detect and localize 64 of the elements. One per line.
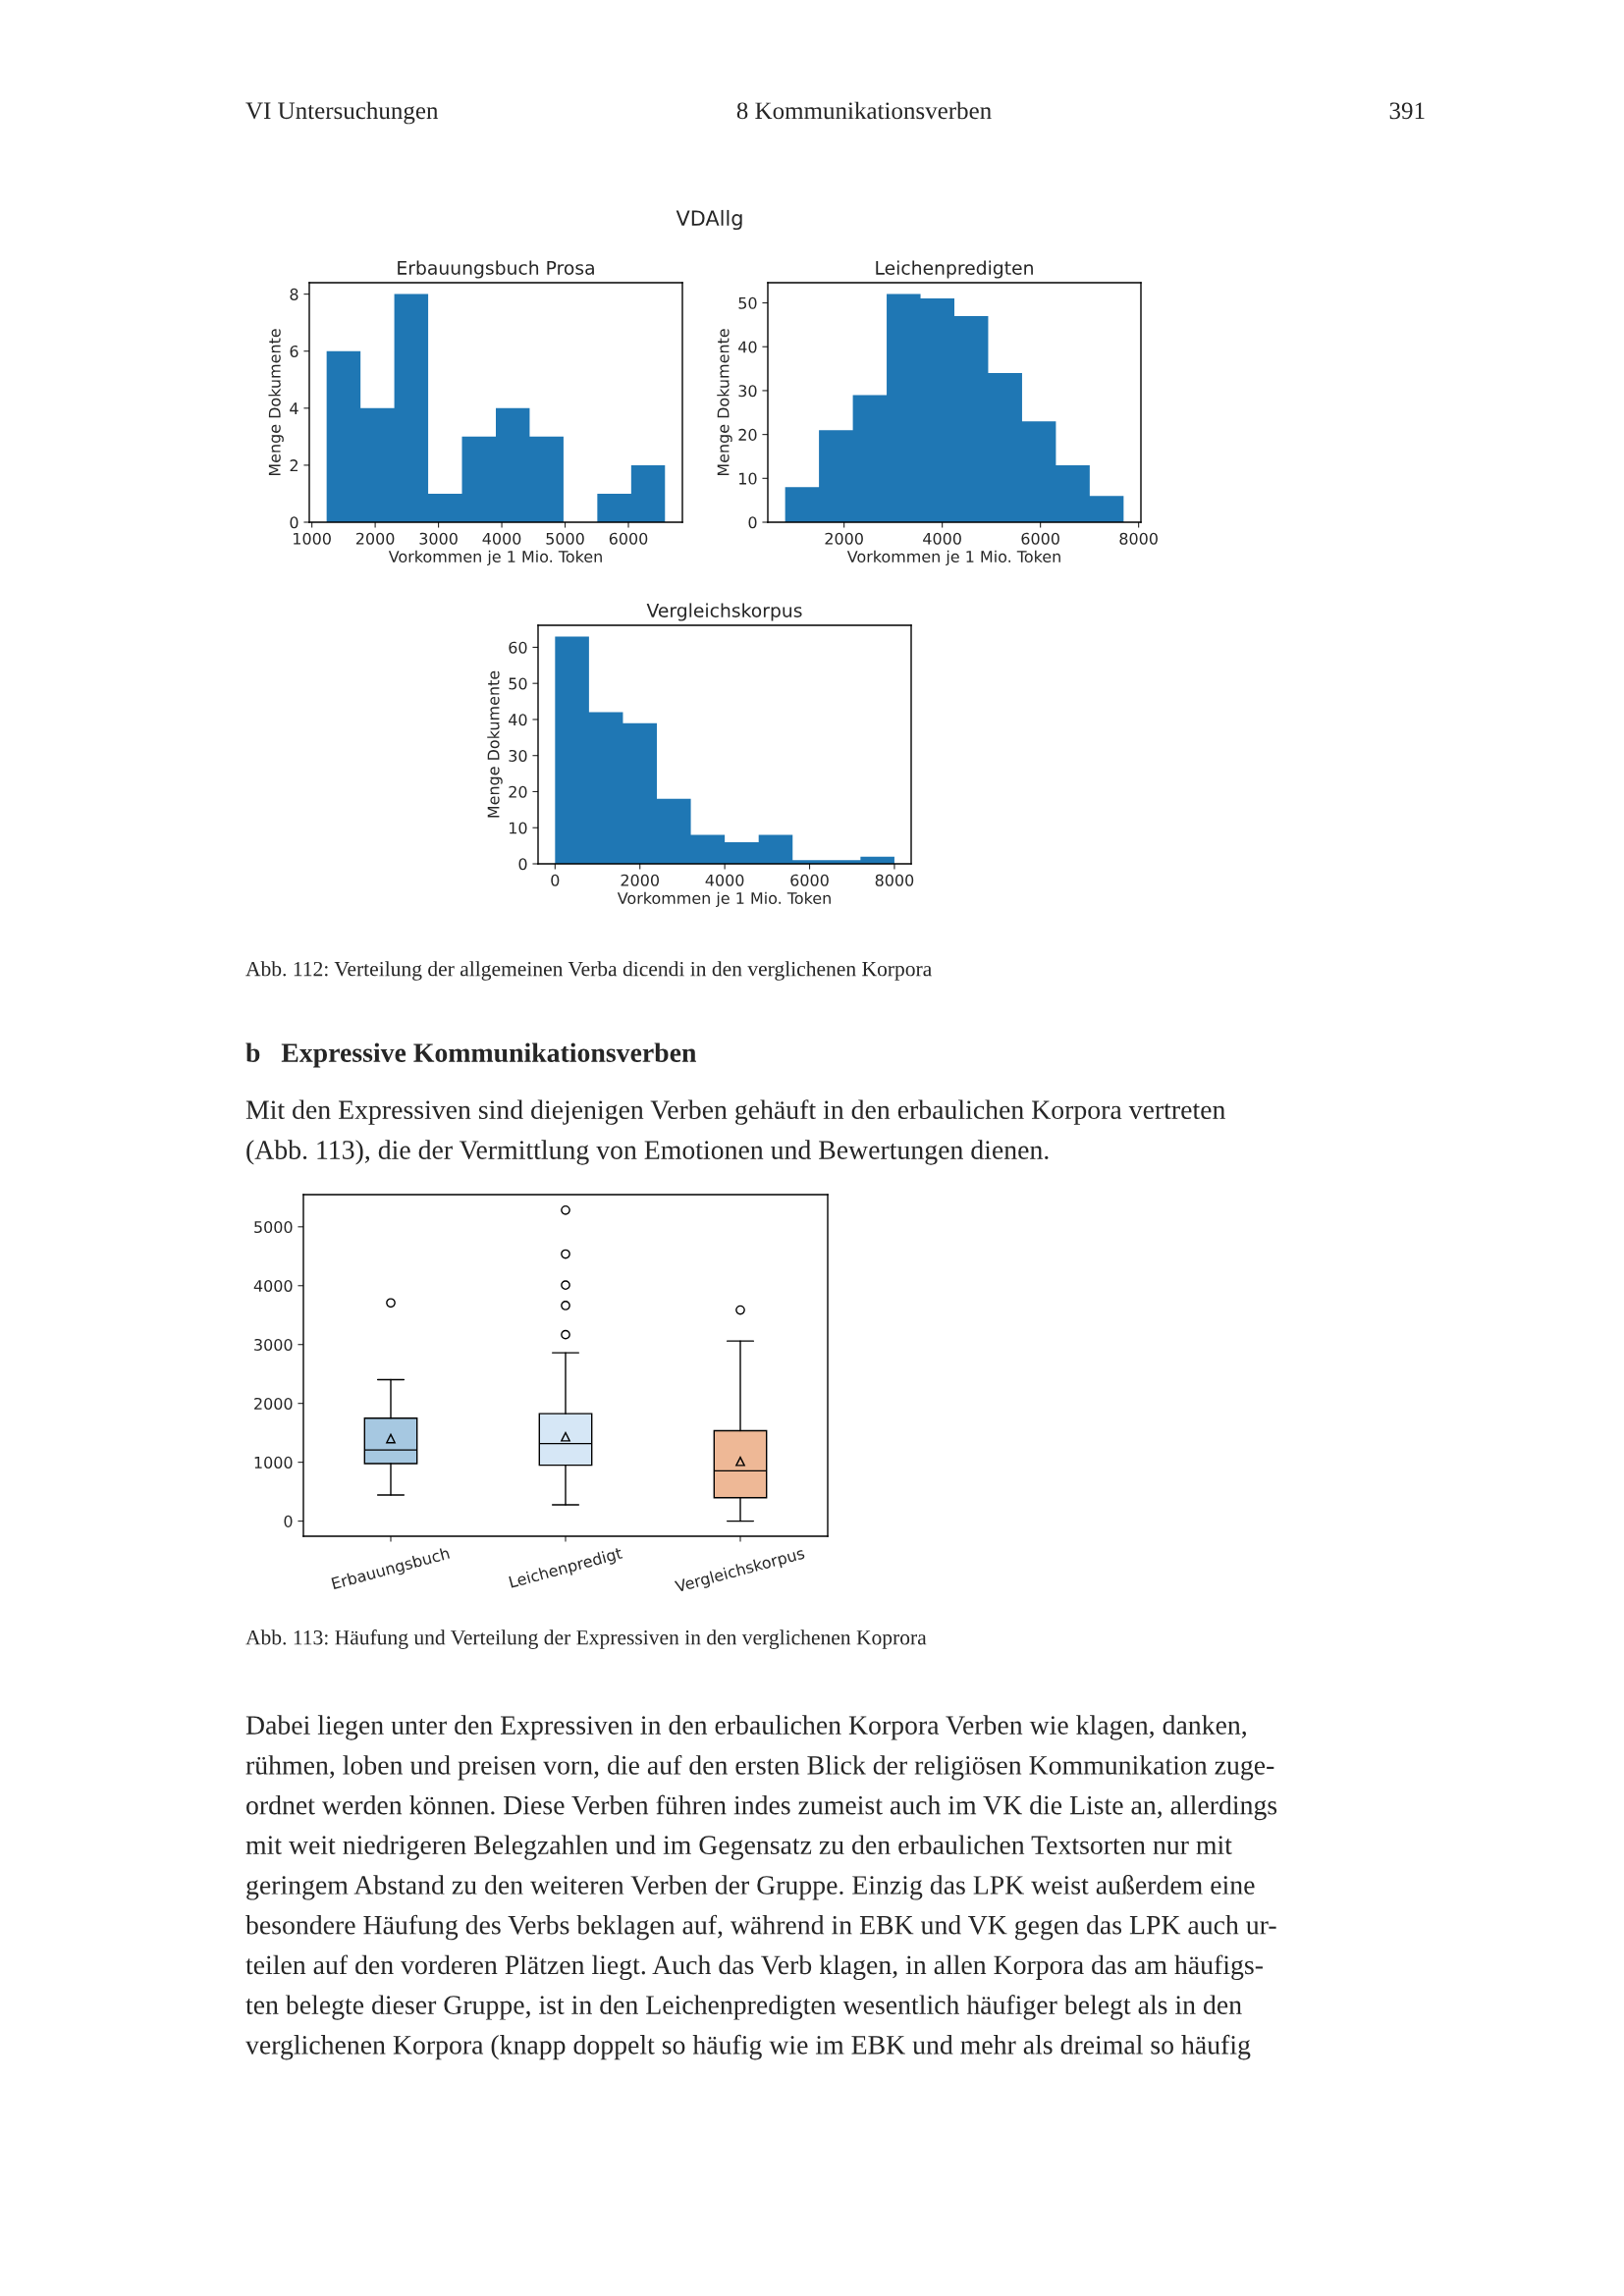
- y-tick-label: 4: [290, 402, 298, 414]
- caption: Abb. 113: Häufung und Verteilung der Expressiven in den verglichenen Koprora: [245, 1629, 927, 1649]
- text: ten belegte dieser Gruppe, ist in den Leichenpredigten wesentlich häufiger belegt als in den: [245, 1995, 1242, 2020]
- x-axis-title: Vorkommen je 1 Mio. Token: [617, 891, 831, 908]
- y-tick-label: 6: [290, 345, 298, 358]
- text: rühmen, loben und preisen vorn, die auf den ersten Blick der religiösen Kommunikation zuge-: [245, 1754, 1274, 1781]
- y-axis-title: Menge Dokumente: [717, 329, 732, 476]
- y-tick-label: 3000: [254, 1338, 293, 1352]
- x-axis-title: Vorkommen je 1 Mio. Token: [846, 550, 1060, 566]
- x-tick-label: 3000: [419, 532, 458, 545]
- x-tick-label: 5000: [546, 532, 584, 545]
- y-tick-label: 8: [290, 288, 298, 300]
- y-tick-label: 0: [518, 858, 527, 871]
- text: b Expressive Kommunikationsverben: [245, 1042, 697, 1068]
- y-axis-title: Menge Dokumente: [487, 670, 503, 818]
- y-tick-label: 60: [509, 641, 527, 654]
- y-tick-label: 2000: [254, 1397, 293, 1410]
- text: besondere Häufung des Verbs beklagen auf, während in EBK und VK gegen das LPK auch ur-: [245, 1914, 1276, 1941]
- caption: Abb. 112: Verteilung der allgemeinen Verba dicendi in den verglichenen Korpora: [245, 961, 932, 981]
- y-tick-label: 40: [509, 714, 527, 726]
- x-axis-title: Vorkommen je 1 Mio. Token: [388, 550, 602, 566]
- text: VDAllg: [676, 209, 742, 231]
- x-tick-label: 2000: [621, 874, 659, 886]
- text: mit weit niedrigeren Belegzahlen und im Gegensatz zu den erbaulichen Textsorten nur mit: [245, 1835, 1232, 1860]
- y-tick-label: 20: [509, 785, 527, 798]
- text: (Abb. 113), die der Vermittlung von Emotionen und Bewertungen dienen.: [246, 1140, 1049, 1165]
- x-tick-label: 6000: [609, 532, 648, 545]
- text: Mit den Expressiven sind diejenigen Verben gehäuft in den erbaulichen Korpora vertreten: [245, 1099, 1225, 1125]
- text: geringem Abstand zu den weiteren Verben der Gruppe. Einzig das LPK weist außerdem eine: [246, 1875, 1255, 1900]
- text: 391: [1389, 102, 1425, 120]
- x-tick-label: 6000: [790, 874, 829, 886]
- text: Dabei liegen unter den Expressiven in den erbaulichen Korpora Verben wie klagen, danken,: [245, 1715, 1246, 1740]
- y-tick-label: 0: [284, 1515, 293, 1527]
- x-tick-label: 8000: [875, 874, 914, 886]
- y-axis-title: Menge Dokumente: [268, 329, 284, 476]
- y-tick-label: 0: [748, 516, 757, 529]
- y-tick-label: 50: [738, 296, 757, 309]
- text: VI Untersuchungen: [245, 101, 439, 125]
- x-tick-label: 2000: [355, 532, 395, 545]
- x-tick-label: 2000: [825, 532, 863, 545]
- text: ordnet werden können. Diese Verben führen indes zumeist auch im VK die Liste an, allerdings: [246, 1794, 1277, 1821]
- y-tick-label: 2: [290, 459, 298, 471]
- y-tick-label: 5000: [254, 1221, 293, 1234]
- x-tick-label: 6000: [1021, 532, 1059, 545]
- y-tick-label: 40: [738, 341, 757, 353]
- x-tick-label: 4000: [705, 874, 744, 886]
- y-tick-label: 30: [738, 385, 757, 398]
- y-tick-label: 4000: [253, 1279, 293, 1293]
- y-tick-label: 10: [739, 472, 757, 485]
- text: teilen auf den vorderen Plätzen liegt. Auch das Verb klagen, in allen Korpora das am häufigs-: [245, 1954, 1263, 1980]
- y-tick-label: 50: [509, 677, 527, 690]
- y-tick-label: 30: [509, 749, 527, 763]
- chart-title: Erbauungsbuch Prosa: [398, 260, 594, 279]
- y-tick-label: 0: [290, 516, 298, 529]
- y-tick-label: 1000: [254, 1456, 293, 1468]
- text: verglichenen Korpora (knapp doppelt so häufig wie im EBK und mehr als dreimal so häufig: [245, 2034, 1251, 2060]
- y-tick-label: 10: [510, 822, 527, 834]
- x-tick-label: 4000: [923, 532, 961, 545]
- x-tick-label: 8000: [1119, 532, 1158, 545]
- text: 8 Kommunikationsverben: [736, 101, 992, 120]
- y-tick-label: 20: [738, 428, 757, 441]
- chart-title: Vergleichskorpus: [646, 603, 802, 621]
- x-tick-label: 0: [551, 874, 560, 886]
- chart-title: Leichenpredigten: [876, 260, 1033, 279]
